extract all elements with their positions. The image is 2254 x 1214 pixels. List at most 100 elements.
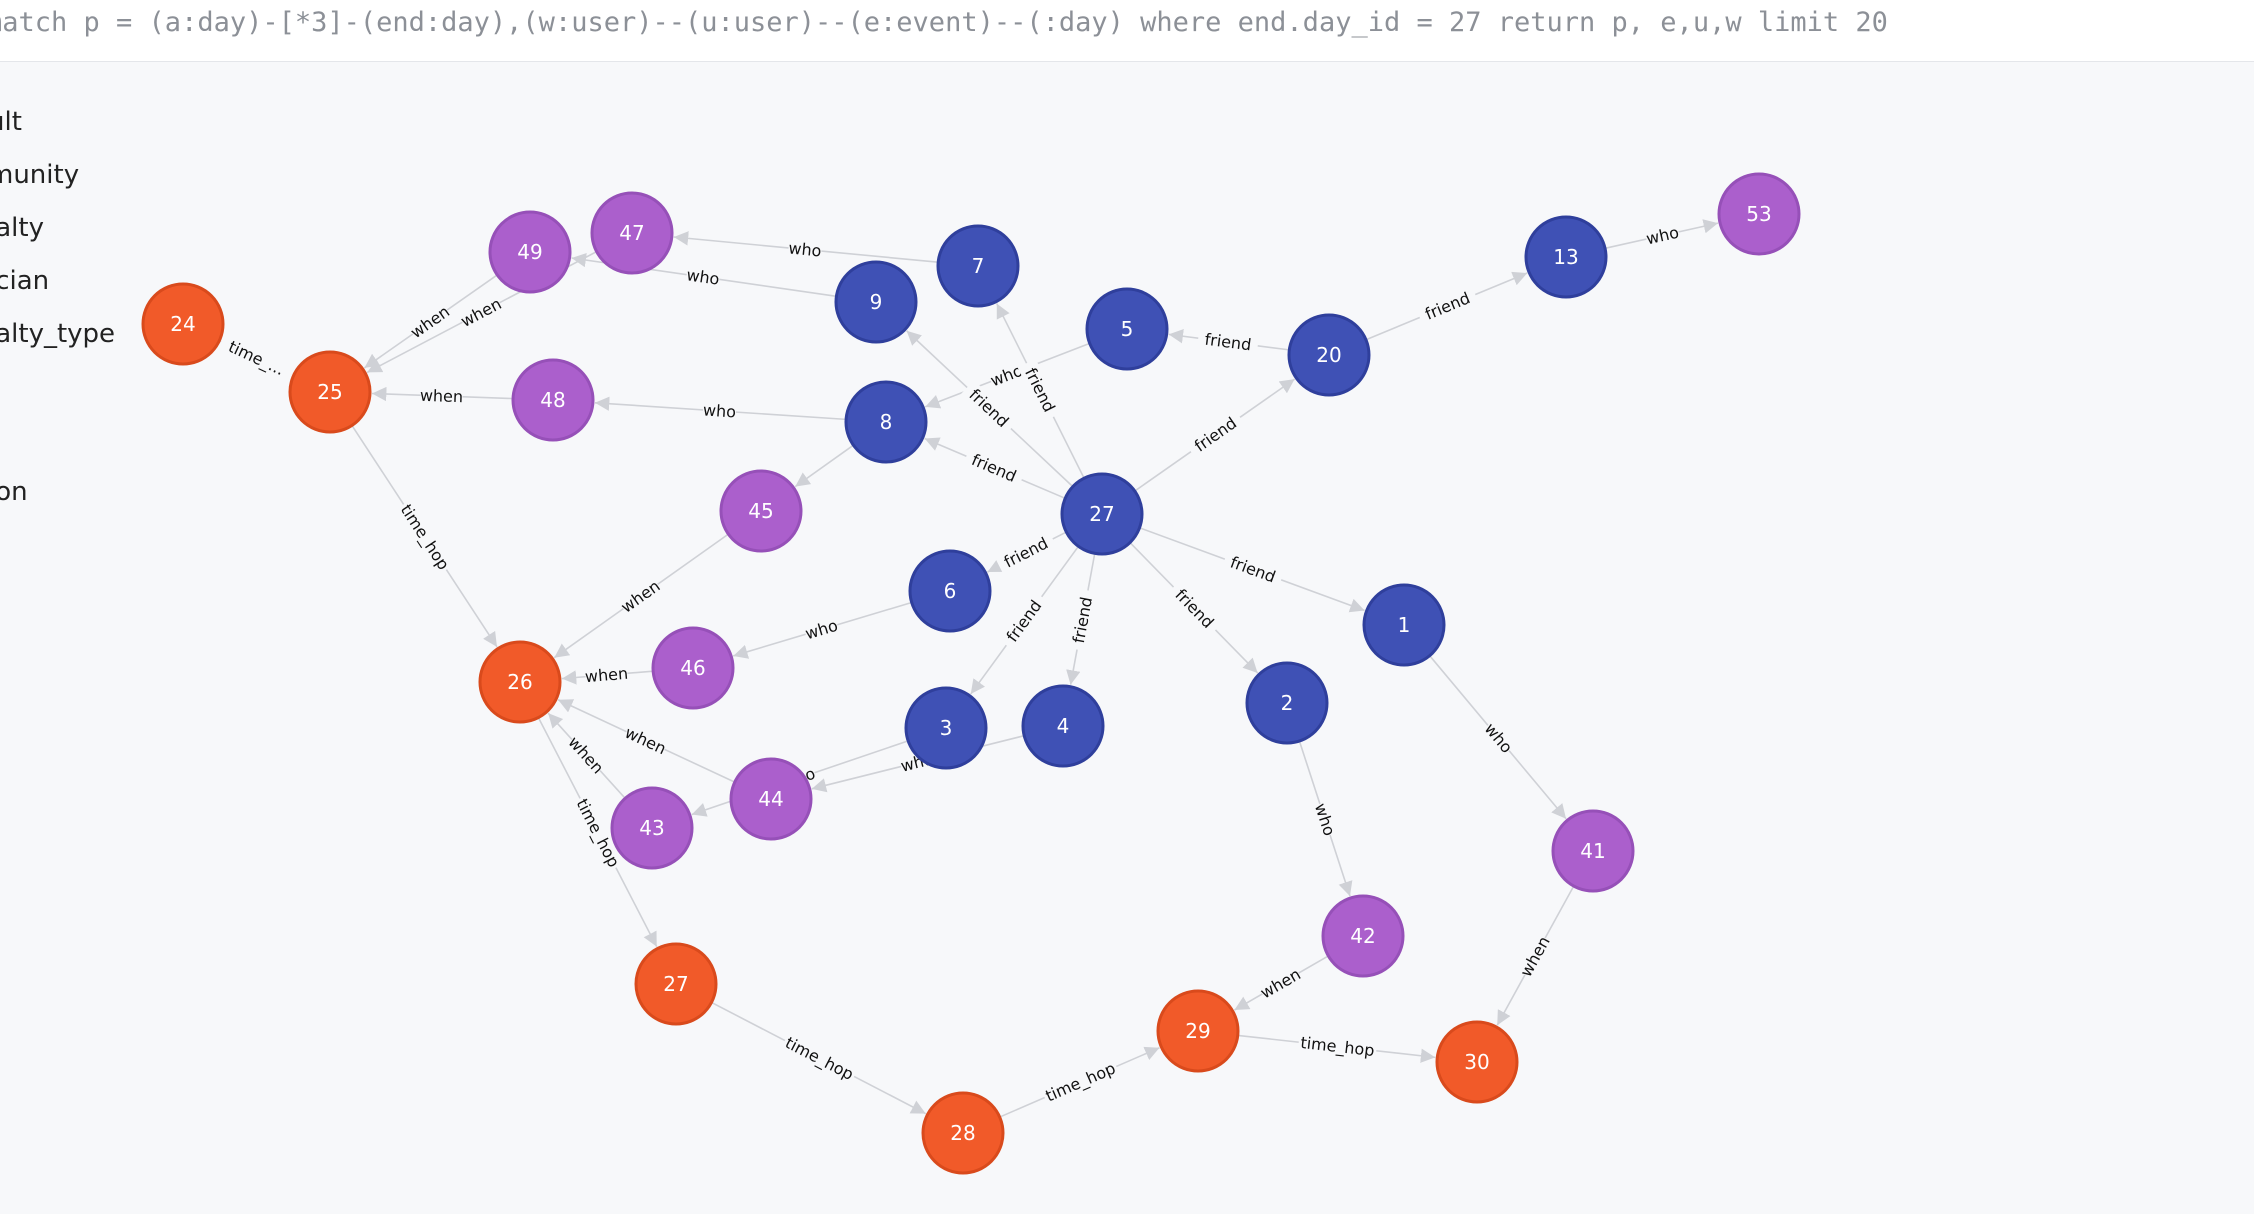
edge-label-background (584, 663, 629, 687)
edge-u20-u5[interactable]: friend (1168, 328, 1290, 356)
edge-e42-d29[interactable]: when (1233, 955, 1329, 1011)
node-circle[interactable] (1524, 215, 1608, 299)
edge-u1-e41[interactable]: who (1429, 655, 1567, 820)
node-circle[interactable] (1060, 472, 1144, 556)
node-circle[interactable] (590, 191, 674, 275)
edge-label: who (1311, 801, 1339, 838)
edge-d28-d29[interactable]: time_hop (999, 1046, 1160, 1118)
event-node-47[interactable]: 47 (590, 191, 674, 275)
edge-u6-e46[interactable]: who (733, 601, 912, 659)
legend-item-5[interactable]: ialty_type (0, 319, 116, 349)
edge-label: friend (1204, 330, 1253, 355)
user-node-8[interactable]: 8 (844, 380, 928, 464)
edge-d29-d30[interactable]: time_hop (1237, 1032, 1436, 1063)
node-circle[interactable] (511, 358, 595, 442)
user-node-7[interactable]: 7 (936, 224, 1020, 308)
node-circle[interactable] (1435, 1020, 1519, 1104)
node-circle[interactable] (921, 1091, 1005, 1175)
edge-e41-d30[interactable]: when (1496, 885, 1575, 1026)
edge-u27-u6[interactable]: friend (987, 530, 1067, 575)
node-circle[interactable] (1717, 172, 1801, 256)
graph-canvas[interactable]: time_... time_hop time_hop time_hop time_hop… (0, 62, 2254, 1214)
user-node-6[interactable]: 6 (908, 549, 992, 633)
day-node-26[interactable]: 26 (478, 640, 562, 724)
edge-u8-e45[interactable] (794, 444, 854, 488)
edge-u8-e48[interactable]: who (594, 396, 847, 423)
event-node-43[interactable]: 43 (610, 786, 694, 870)
node-circle[interactable] (288, 350, 372, 434)
legend-item-6[interactable]: ion (0, 477, 28, 507)
node-circle[interactable] (610, 786, 694, 870)
edge-u7-e47[interactable]: who (673, 231, 939, 263)
user-node-9[interactable]: 9 (834, 260, 918, 344)
user-node-1[interactable]: 1 (1362, 583, 1446, 667)
user-node-2[interactable]: 2 (1245, 661, 1329, 745)
day-node-29[interactable]: 29 (1156, 989, 1240, 1073)
event-node-46[interactable]: 46 (651, 626, 735, 710)
legend-item-1[interactable]: ult (0, 107, 22, 137)
day-node-24[interactable]: 24 (141, 282, 225, 366)
node-circle[interactable] (1021, 684, 1105, 768)
node-circle[interactable] (141, 282, 225, 366)
edge-d27-d28[interactable]: time_hop (711, 1001, 927, 1115)
user-node-3[interactable]: 3 (904, 686, 988, 770)
node-circle[interactable] (1245, 661, 1329, 745)
query-bar[interactable]: match p = (a:day)-[*3]-(end:day),(w:user… (0, 0, 2254, 62)
node-circle[interactable] (904, 686, 988, 770)
node-circle[interactable] (1321, 894, 1405, 978)
node-circle[interactable] (651, 626, 735, 710)
user-node-4[interactable]: 4 (1021, 684, 1105, 768)
day-node-25[interactable]: 25 (288, 350, 372, 434)
node-circle[interactable] (908, 549, 992, 633)
edge-line[interactable] (794, 444, 854, 488)
legend-item-4[interactable]: ician (0, 266, 50, 296)
event-node-44[interactable]: 44 (729, 757, 813, 841)
edge-u13-e53[interactable]: who (1604, 219, 1719, 250)
node-circle[interactable] (834, 260, 918, 344)
day-node-30[interactable]: 30 (1435, 1020, 1519, 1104)
edge-u5-u8[interactable]: who (924, 342, 1090, 409)
query-text[interactable]: match p = (a:day)-[*3]-(end:day),(w:user… (0, 7, 1888, 38)
edge-u27-u8[interactable]: friend (924, 437, 1066, 500)
node-circle[interactable] (1156, 989, 1240, 1073)
edge-d25-d26[interactable]: time_hop (351, 425, 498, 648)
node-circle[interactable] (936, 224, 1020, 308)
legend-item-3[interactable]: ialty (0, 213, 44, 243)
event-node-49[interactable]: 49 (488, 210, 572, 294)
node-circle[interactable] (729, 757, 813, 841)
user-node-13[interactable]: 13 (1524, 215, 1608, 299)
node-circle[interactable] (478, 640, 562, 724)
legend-item-2[interactable]: munity (0, 160, 80, 190)
user-node-27[interactable]: 27 (1060, 472, 1144, 556)
event-node-42[interactable]: 42 (1321, 894, 1405, 978)
node-circle[interactable] (719, 469, 803, 553)
event-node-41[interactable]: 41 (1551, 809, 1635, 893)
user-node-20[interactable]: 20 (1287, 313, 1371, 397)
event-node-45[interactable]: 45 (719, 469, 803, 553)
day-node-28[interactable]: 28 (921, 1091, 1005, 1175)
node-label: 25 (317, 380, 342, 404)
day-node-27[interactable]: 27 (634, 942, 718, 1026)
edge-label-background (685, 264, 721, 290)
edge-u20-u13[interactable]: friend (1365, 271, 1528, 341)
edge-e46-d26[interactable]: when (561, 663, 654, 687)
edge-u27-u20[interactable]: friend (1134, 378, 1296, 492)
node-circle[interactable] (634, 942, 718, 1026)
edge-d24-d25[interactable]: time_... (216, 332, 297, 384)
edge-e48-d25[interactable]: when (371, 385, 514, 407)
node-circle[interactable] (488, 210, 572, 294)
edge-u27-u7[interactable]: friend (996, 303, 1085, 479)
edge-u27-u3[interactable]: friend (970, 545, 1080, 695)
edge-u2-e42[interactable]: who (1298, 740, 1353, 897)
node-circle[interactable] (1362, 583, 1446, 667)
edge-label-background (1516, 933, 1554, 980)
event-node-53[interactable]: 53 (1717, 172, 1801, 256)
node-circle[interactable] (1287, 313, 1371, 397)
node-circle[interactable] (1551, 809, 1635, 893)
edge-label: friend (1003, 596, 1046, 645)
user-node-5[interactable]: 5 (1085, 287, 1169, 371)
node-circle[interactable] (1085, 287, 1169, 371)
event-node-48[interactable]: 48 (511, 358, 595, 442)
edge-u27-u4[interactable]: friend (1066, 553, 1098, 685)
node-circle[interactable] (844, 380, 928, 464)
